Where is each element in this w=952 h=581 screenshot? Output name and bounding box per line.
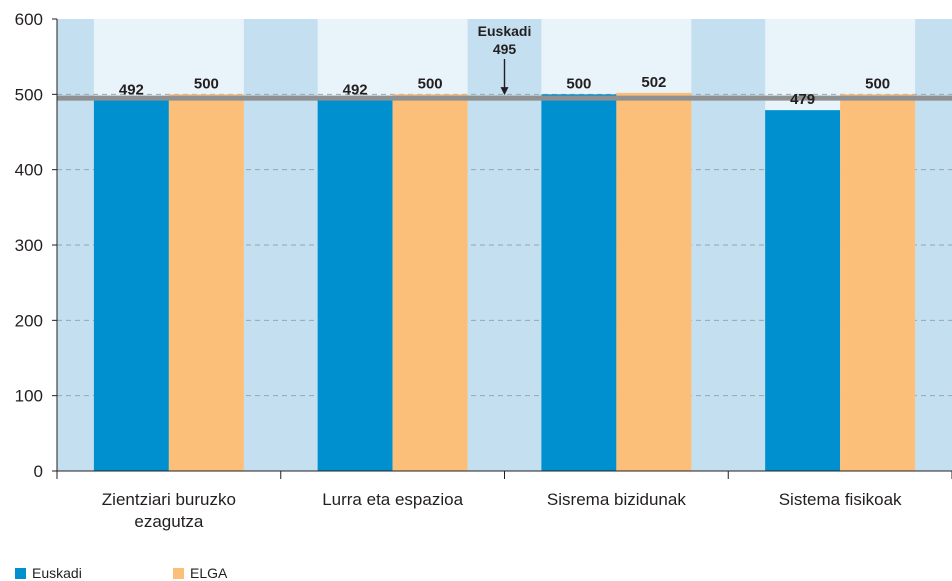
bar-euskadi <box>93 100 169 472</box>
x-tick-label: Sistema fisikoak <box>779 490 902 509</box>
bar-euskadi <box>317 100 393 472</box>
value-labels: 492 500 492 500 500 502 479 500 <box>119 74 890 108</box>
data-label: 500 <box>418 75 443 92</box>
data-label: 479 <box>790 91 815 108</box>
bar-elga <box>392 94 468 471</box>
data-label: 500 <box>566 75 591 92</box>
y-tick-label: 100 <box>15 387 43 406</box>
x-tick-label: ezagutza <box>134 512 204 531</box>
bar-euskadi <box>765 110 841 472</box>
y-tick-label: 400 <box>15 161 43 180</box>
y-tick-label: 500 <box>15 85 43 104</box>
data-label: 492 <box>343 81 368 98</box>
legend: Euskadi ELGA <box>15 565 228 581</box>
legend-label: Euskadi <box>32 565 82 581</box>
y-tick-label: 0 <box>34 462 43 481</box>
data-label: 500 <box>865 75 890 92</box>
bar-elga <box>616 92 692 472</box>
legend-swatch <box>173 568 184 579</box>
bar-elga <box>840 94 916 471</box>
data-label: 500 <box>194 75 219 92</box>
data-label: 492 <box>119 81 144 98</box>
reference-line-group: Euskadi 495 <box>57 23 952 101</box>
legend-swatch <box>15 568 26 579</box>
data-label: 502 <box>641 74 666 91</box>
reference-arrow-head <box>500 87 509 96</box>
bars <box>93 92 916 472</box>
bar-euskadi <box>541 94 617 471</box>
y-tick-label: 600 <box>15 10 43 29</box>
bar-elga <box>168 94 244 471</box>
reference-line-value: 495 <box>493 41 517 57</box>
y-tick-label: 300 <box>15 236 43 255</box>
reference-line-label: Euskadi <box>478 23 532 39</box>
x-tick-label: Zientziari buruzko <box>102 490 236 509</box>
legend-label: ELGA <box>190 565 228 581</box>
axes: 0 100 200 300 400 500 600 Zientziari buruzko eza… <box>15 10 952 531</box>
y-tick-label: 200 <box>15 311 43 330</box>
x-tick-label: Lurra eta espazioa <box>322 490 463 509</box>
x-tick-label: Sisrema bizidunak <box>547 490 686 509</box>
